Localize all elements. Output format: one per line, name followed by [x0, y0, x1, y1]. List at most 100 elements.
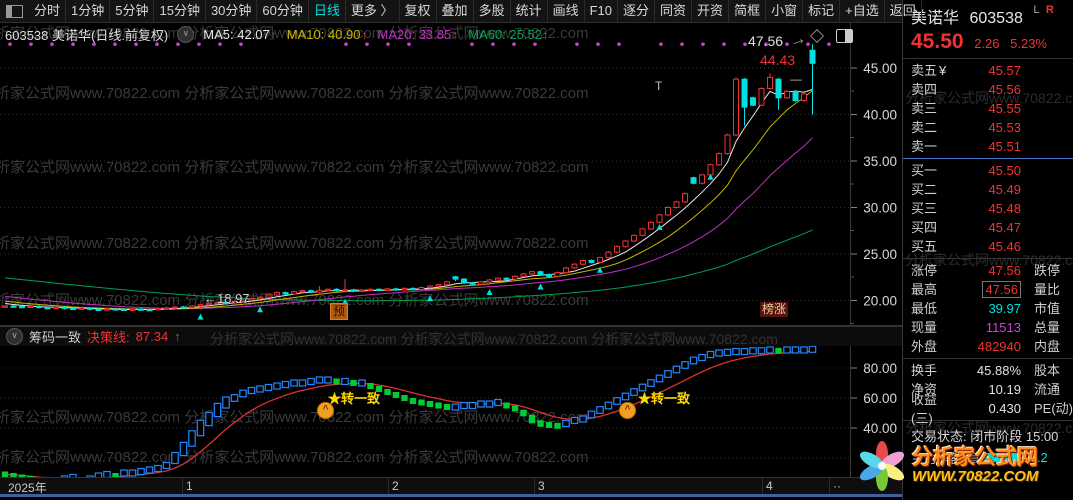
svg-text:分析家公式网www.70822.com 分析家公式网www.: 分析家公式网www.70822.com 分析家公式网www.70822.com … [0, 85, 589, 102]
price-change: 2.26 [974, 36, 1000, 51]
bid-row[interactable]: 买一 45.50 [903, 161, 1073, 180]
logo-site-name: 分析家公式网 [912, 446, 1038, 470]
toolbar-item-7[interactable]: 日线 [309, 0, 346, 22]
stat-row: 净资 10.19 流通 [903, 380, 1073, 399]
toolbar-item-6[interactable]: 60分钟 [257, 0, 309, 22]
toolbar-item-2[interactable]: 1分钟 [66, 0, 111, 22]
bid-label: 买三 [911, 201, 938, 216]
stat-label: 涨停 [911, 263, 938, 278]
main-flow-value: -1.2 [1025, 449, 1048, 465]
toolbar-item-12[interactable]: 统计 [511, 0, 548, 22]
ask-price: 45.56 [988, 82, 1021, 97]
toolbar-item-5[interactable]: 30分钟 [206, 0, 258, 22]
toolbar-item-10[interactable]: 叠加 [437, 0, 474, 22]
ask-row[interactable]: 卖三 45.55 [903, 99, 1073, 118]
ask-price: 45.55 [988, 101, 1021, 116]
turn-signal-icon-2[interactable]: ^ [619, 402, 636, 419]
stat-value: 10.19 [988, 382, 1021, 397]
stock-code: 603538 [969, 10, 1023, 27]
ma-legend-ma10: MA10: 40.90↑ [286, 27, 368, 42]
toolbar-item-4[interactable]: 15分钟 [154, 0, 206, 22]
ask-label: 卖三 [911, 101, 938, 116]
turn-signal-icon-1[interactable]: ^ [317, 402, 334, 419]
ask-levels: 卖五 ¥ 45.57 卖四 45.56 卖三 45.55 卖二 45.53 卖一 45.51 [903, 61, 1073, 156]
stat-right-label: 股本 [1034, 363, 1061, 378]
indicator-name: 筹码一致 [29, 330, 82, 345]
toolbar-item-14[interactable]: F10 [585, 0, 619, 22]
stat-label: 换手 [911, 363, 938, 378]
ask-row[interactable]: 卖四 45.56 [903, 80, 1073, 99]
top-toolbar: 分时 1分钟 5分钟 15分钟 30分钟 60分钟 日线 更多 〉复权 叠加 多股 统计 画线 F10 逐… [0, 0, 922, 23]
stat-row: 涨停 47.56 跌停 [903, 261, 1073, 280]
toolbar-item-1[interactable]: 分时 [29, 0, 67, 22]
stat-right-label: 量比 [1034, 282, 1061, 297]
ask-label: 卖五 ¥ [911, 63, 947, 78]
toolbar-item-21[interactable]: +自选 [840, 0, 885, 22]
axis-separator [829, 478, 830, 494]
toolbar-item-17[interactable]: 开资 [692, 0, 730, 22]
watermark: 分析家公式网www.70822.com 分析家公式网www.70822.com … [905, 90, 1073, 106]
x-axis-label: 2 [392, 479, 399, 493]
bid-row[interactable]: 买五 45.46 [903, 237, 1073, 256]
stat-label: 最低 [911, 301, 938, 316]
ask-row[interactable]: 卖一 45.51 [903, 137, 1073, 156]
bid-row[interactable]: 买二 45.49 [903, 180, 1073, 199]
bottom-scroll-bar[interactable] [0, 494, 902, 497]
svg-text:25.00: 25.00 [863, 247, 897, 262]
x-axis-strip[interactable]: 2025年 1 2 3 4 ·· [0, 477, 902, 495]
stat-value: 39.97 [988, 301, 1021, 316]
chevron-down-icon[interactable]: ∨ [6, 328, 23, 345]
bid-label: 买二 [911, 182, 938, 197]
bid-row[interactable]: 买三 45.48 [903, 199, 1073, 218]
last-price: 45.50 [911, 30, 964, 53]
toolbar-item-20[interactable]: 标记 [803, 0, 841, 22]
toolbar-item-3[interactable]: 5分钟 [110, 0, 155, 22]
bid-label: 买五 [911, 239, 938, 254]
bid-row[interactable]: 买四 45.47 [903, 218, 1073, 237]
ask-price: 45.51 [988, 139, 1021, 154]
candlestick-chart-canvas[interactable]: 分析家公式网www.70822.com 分析家公式网www.70822.com … [0, 0, 902, 500]
turn-signal-label-1: ★转一致 [328, 391, 381, 406]
logo-site-url: WWW.70822.COM [912, 468, 1039, 486]
toolbar-item-19[interactable]: 小窗 [766, 0, 804, 22]
svg-text:45.00: 45.00 [863, 61, 897, 76]
ma-legend: MA5: 42.07↑ MA10: 40.90↑ MA20: 33.85↑ MA60:… [203, 27, 559, 42]
main-flow-row: 主力净额 ▤ -1.2 [903, 444, 1073, 466]
chevron-down-icon[interactable]: ∨ [177, 26, 195, 43]
stat-value: 0.430 [988, 401, 1021, 416]
bid-label: 买一 [911, 163, 938, 178]
rank-rise-badge[interactable]: 榜涨 [760, 302, 789, 317]
toolbar-item-22[interactable]: 返回 [885, 0, 922, 22]
toolbar-item-9[interactable]: 复权 [400, 0, 437, 22]
toolbar-item-11[interactable]: 多股 [474, 0, 511, 22]
site-logo[interactable]: 分析家公式网 WWW.70822.COM [856, 436, 1072, 496]
symbol-ma-row: 603538 美诺华(日线.前复权) ∨ MA5: 42.07↑ MA10: 40… [5, 25, 559, 44]
split-window-icon[interactable] [836, 29, 853, 43]
x-axis-label: 4 [766, 479, 773, 493]
list-icon[interactable]: ▤ [968, 450, 980, 464]
swing-high-label: 44.43 [760, 52, 796, 68]
stat-right-label: PE(动) [1034, 401, 1073, 416]
ask-row[interactable]: 卖五 ¥ 45.57 [903, 61, 1073, 80]
price-change-pct: 5.23% [1010, 36, 1047, 51]
stat-row: 换手 45.88% 股本 [903, 361, 1073, 380]
toolbar-item-18[interactable]: 简框 [729, 0, 767, 22]
layout-window-icon[interactable] [6, 4, 23, 18]
toolbar-item-8[interactable]: 更多 〉 [346, 0, 400, 22]
svg-text:20.00: 20.00 [863, 294, 897, 309]
flag-l: L [1033, 4, 1040, 16]
bid-price: 45.46 [988, 239, 1021, 254]
x-axis-label: 1 [186, 479, 193, 493]
stat-row: 最高 47.56 量比 [903, 280, 1073, 299]
bid-price: 45.50 [988, 163, 1021, 178]
up-arrow-icon: ↑ [361, 28, 368, 42]
flow-bar [984, 452, 1021, 462]
decision-line-label: 决策线: [87, 330, 130, 345]
divider [903, 358, 1073, 359]
forecast-badge[interactable]: 预 [330, 303, 349, 320]
toolbar-item-15[interactable]: 逐分 [618, 0, 656, 22]
toolbar-item-16[interactable]: 同资 [655, 0, 693, 22]
ask-row[interactable]: 卖二 45.53 [903, 118, 1073, 137]
toolbar-item-13[interactable]: 画线 [548, 0, 585, 22]
main-flow-label: 主力净额 [911, 450, 964, 466]
